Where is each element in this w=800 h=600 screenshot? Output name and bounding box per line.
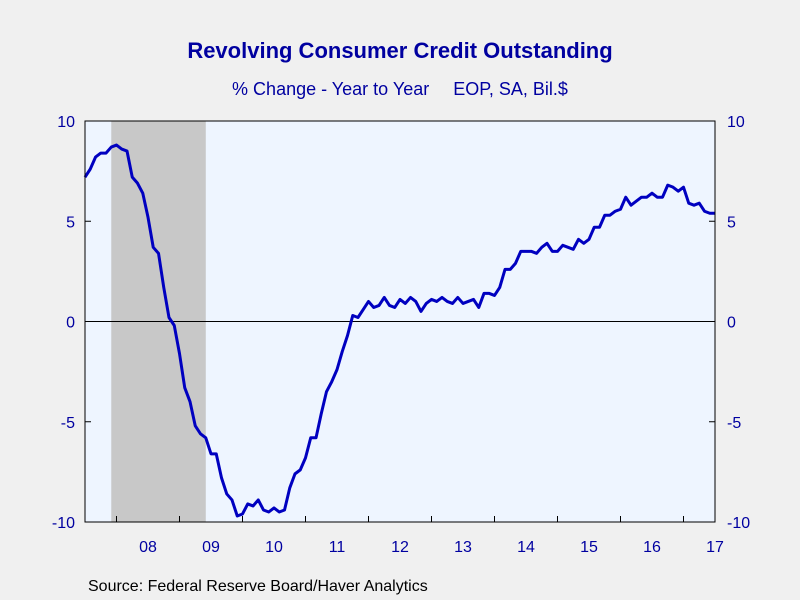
chart-title: Revolving Consumer Credit Outstanding [187, 38, 613, 63]
subtitle-units: EOP, SA, Bil.$ [453, 79, 568, 99]
plot-border [84, 120, 716, 523]
x-tick-label: 15 [580, 539, 598, 556]
x-tick-label: 08 [139, 539, 157, 556]
y-tick-label-left: -5 [61, 415, 75, 432]
x-tick-label: 13 [454, 539, 472, 556]
y-tick-label-left: 5 [66, 214, 75, 231]
y-tick-label-right: -5 [727, 415, 741, 432]
subtitle-measure: % Change - Year to Year [232, 79, 430, 99]
chart-subtitle: % Change - Year to Year EOP, SA, Bil.$ [0, 79, 800, 100]
y-tick-label-left: -10 [52, 515, 75, 532]
x-tick-label: 14 [517, 539, 535, 556]
y-tick-label-left: 0 [66, 315, 75, 332]
y-tick-label-right: 0 [727, 315, 736, 332]
x-tick-label: 10 [265, 539, 283, 556]
x-tick-label: 11 [329, 539, 346, 556]
y-tick-label-right: 5 [727, 214, 736, 231]
y-tick-label-left: 10 [57, 114, 75, 131]
x-tick-label: 09 [202, 539, 220, 556]
source-note: Source: Federal Reserve Board/Haver Anal… [88, 578, 428, 595]
y-tick-label-right: -10 [727, 515, 750, 532]
x-tick-label: 17 [706, 539, 724, 556]
x-tick-label: 16 [643, 539, 661, 556]
y-tick-label-right: 10 [727, 114, 745, 131]
series-line [83, 143, 715, 518]
x-tick-label: 12 [391, 539, 409, 556]
